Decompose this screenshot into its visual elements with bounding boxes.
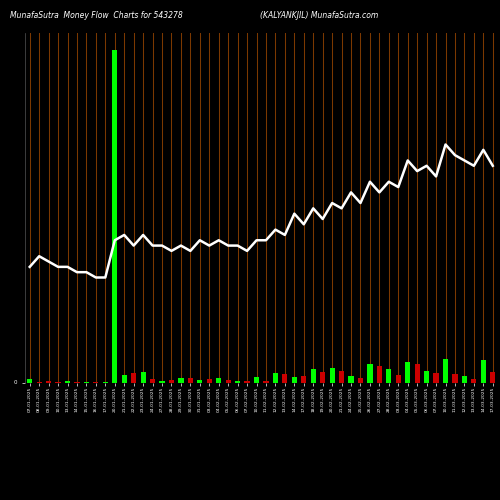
Bar xyxy=(490,372,496,382)
Bar xyxy=(480,360,486,382)
Bar xyxy=(197,380,202,382)
Bar xyxy=(282,374,288,382)
Bar xyxy=(264,381,268,382)
Bar xyxy=(452,374,458,382)
Bar xyxy=(301,376,306,382)
Bar xyxy=(244,380,250,382)
Bar xyxy=(273,372,278,382)
Bar xyxy=(310,369,316,382)
Bar xyxy=(169,380,174,382)
Bar xyxy=(150,379,155,382)
Bar xyxy=(131,373,136,382)
Bar xyxy=(235,380,240,382)
Bar xyxy=(46,381,51,382)
Bar xyxy=(377,366,382,382)
Bar xyxy=(188,378,193,382)
Text: MunafaSutra  Money Flow  Charts for 543278: MunafaSutra Money Flow Charts for 543278 xyxy=(10,12,183,20)
Bar xyxy=(216,378,222,382)
Bar xyxy=(122,375,127,382)
Bar xyxy=(226,380,231,382)
Bar xyxy=(178,378,184,382)
Bar xyxy=(462,376,467,382)
Bar xyxy=(292,376,297,382)
Bar xyxy=(424,371,429,382)
Bar xyxy=(414,364,420,382)
Bar xyxy=(27,379,32,382)
Bar xyxy=(140,372,145,382)
Bar xyxy=(160,380,164,382)
Bar xyxy=(396,375,401,382)
Bar xyxy=(368,364,372,382)
Bar xyxy=(348,376,354,382)
Text: (KALYANKJIL) MunafaSutra.com: (KALYANKJIL) MunafaSutra.com xyxy=(260,12,378,20)
Bar xyxy=(254,377,259,382)
Bar xyxy=(330,368,334,382)
Bar xyxy=(65,381,70,382)
Bar xyxy=(405,362,410,382)
Bar xyxy=(320,372,326,382)
Bar xyxy=(339,370,344,382)
Bar xyxy=(443,358,448,382)
Bar xyxy=(112,50,117,382)
Bar xyxy=(206,378,212,382)
Bar xyxy=(358,378,363,382)
Bar xyxy=(434,372,438,382)
Bar xyxy=(386,369,392,382)
Bar xyxy=(472,378,476,382)
